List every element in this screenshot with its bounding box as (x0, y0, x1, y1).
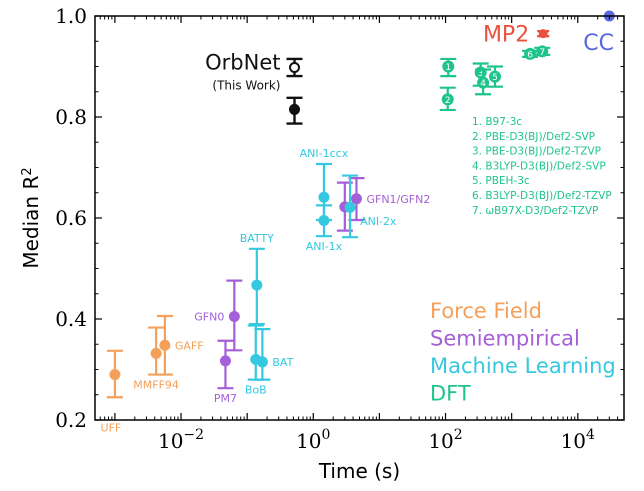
point-label: GFN0 (194, 310, 224, 323)
data-point: 7 (534, 45, 551, 58)
dft-marker-label: 5 (492, 73, 498, 83)
x-tick-label: 10−2 (158, 427, 204, 453)
point-label: PM7 (214, 392, 237, 405)
data-point: 1 (440, 57, 457, 78)
legend-entry: DFT (430, 382, 471, 406)
dft-method-item: 7. ωB97X-D3/Def2-TZVP (472, 205, 598, 217)
x-tick-label: 102 (428, 427, 462, 453)
point-label: ANI-1ccx (300, 147, 349, 160)
dft-marker (536, 45, 549, 58)
dft-method-item: 6. B3LYP-D3(BJ)/Def2-TZVP (472, 190, 612, 202)
mp2-group: MP2 (483, 23, 550, 48)
data-point: 6 (522, 47, 539, 60)
point-marker (228, 310, 240, 322)
cc-label: CC (583, 31, 614, 56)
y-tick-label: 1.0 (55, 4, 87, 28)
dft-marker-label: 1 (445, 63, 451, 73)
data-point: GAFF (156, 314, 204, 376)
dft-method-item: 5. PBEH-3c (472, 175, 530, 187)
dft-method-list: 1. B97-3c 2. PBE-D3(BJ)/Def2-SVP 3. PBE-D3… (472, 116, 612, 217)
dft-method-item: 4. B3LYP-D3(BJ)/Def2-SVP (472, 160, 606, 172)
orbnet-marker (289, 103, 301, 115)
dft-marker (477, 76, 490, 89)
point-marker (150, 347, 162, 359)
point-marker (159, 339, 171, 351)
x-tick-label: 100 (296, 427, 330, 453)
dft-marker-label: 3 (478, 69, 484, 79)
dft-marker-label: 7 (539, 48, 545, 58)
data-point: 4 (475, 68, 492, 96)
data-point: ANI-1x (306, 204, 343, 253)
mp2-marker (538, 29, 548, 39)
point-label: BAT (272, 356, 293, 369)
data-point: 2 (439, 86, 456, 112)
x-tick-label: 104 (561, 427, 595, 453)
data-point: ANI-2x (342, 174, 397, 239)
point-label: MMFF94 (133, 379, 179, 392)
y-axis-label-text: Median R (19, 176, 43, 269)
category-legend: Force Field Semiempirical Machine Learning… (430, 299, 616, 406)
point-marker (251, 279, 263, 291)
dft-method-item: 2. PBE-D3(BJ)/Def2-SVP (472, 131, 595, 143)
dft-marker-label: 6 (527, 50, 533, 60)
data-point: BATTY (240, 232, 274, 326)
data-point: PM7 (214, 339, 237, 405)
dft-marker (441, 93, 454, 106)
x-axis-label: Time (s) (318, 459, 400, 483)
dft-marker-label: 4 (480, 79, 486, 89)
cc-group: CC (583, 10, 615, 56)
data-point: GFN1/GFN2 (348, 177, 430, 222)
orbnet-group: OrbNet (This Work) (205, 51, 303, 125)
y-tick-label: 0.6 (55, 206, 87, 230)
point-label: ANI-1x (306, 240, 343, 253)
dft-method-item: 1. B97-3c (472, 116, 522, 128)
point-label: GAFF (175, 339, 204, 352)
dft-marker (489, 70, 502, 83)
point-marker (350, 193, 362, 205)
y-axis-label-superscript: 2 (20, 167, 35, 175)
point-marker (219, 355, 231, 367)
orbnet-subtitle: (This Work) (212, 79, 280, 93)
point-marker (318, 215, 330, 227)
data-point: MMFF94 (133, 326, 179, 392)
point-marker (318, 191, 330, 203)
y-axis-label: Median R2 (19, 167, 43, 268)
point-marker (344, 201, 356, 213)
dft-marker-label: 2 (445, 96, 451, 106)
plot-content: UFF MMFF94 GAFF PM7 GFN0 GFN1/GFN2 BATTY BoB BAT… (101, 10, 616, 434)
mp2-label: MP2 (483, 23, 529, 48)
orbnet-marker-open (289, 62, 301, 74)
legend-entry: Machine Learning (430, 354, 616, 378)
data-point: GFN0 (194, 279, 243, 352)
y-tick-label: 0.4 (55, 307, 87, 331)
dft-marker (524, 47, 537, 60)
point-label: UFF (101, 421, 122, 434)
point-marker (109, 369, 121, 381)
point-label: BoB (245, 384, 267, 397)
point-label: ANI-2x (360, 215, 397, 228)
point-label: BATTY (240, 232, 274, 245)
data-point: BoB (245, 324, 267, 397)
data-point: UFF (101, 349, 123, 434)
axes: 0.2 0.4 0.6 0.8 1.0 10−2 100 102 104 (55, 4, 625, 453)
legend-entry: Semiempirical (430, 327, 580, 351)
dft-marker (442, 60, 455, 73)
data-point: 5 (487, 65, 504, 88)
legend-entry: Force Field (430, 299, 542, 323)
y-tick-label: 0.8 (55, 105, 87, 129)
point-marker (256, 356, 268, 368)
orbnet-title: OrbNet (205, 51, 280, 75)
y-tick-label: 0.2 (55, 408, 87, 432)
dft-method-item: 3. PBE-D3(BJ)/Def2-TZVP (472, 146, 601, 158)
point-label: GFN1/GFN2 (366, 193, 430, 206)
data-point: BAT (254, 328, 294, 381)
